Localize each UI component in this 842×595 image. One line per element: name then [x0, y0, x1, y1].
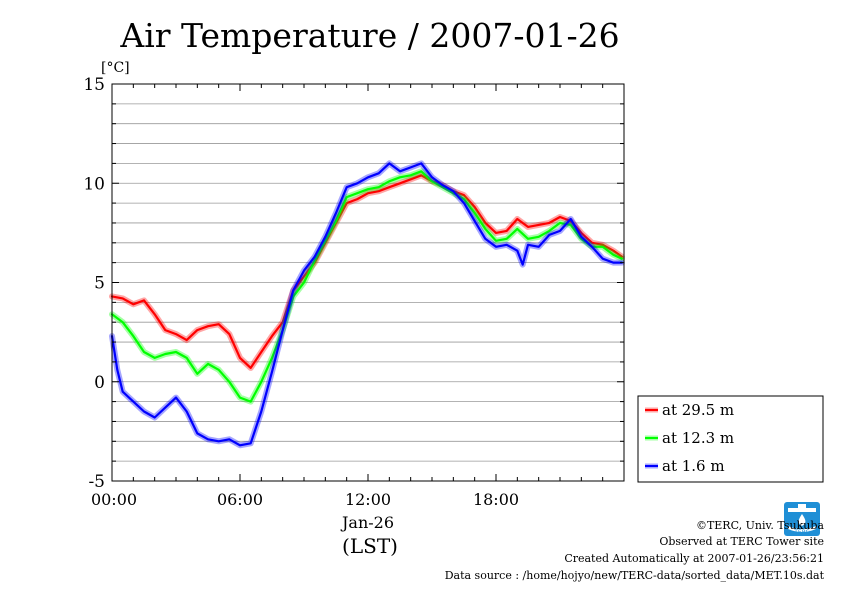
series-line: [110, 170, 624, 403]
y-tick-label: 10: [83, 174, 105, 194]
x-axis-timezone-label: (LST): [342, 534, 398, 558]
y-tick-label: 0: [94, 373, 105, 393]
x-tick-label: 18:00: [473, 490, 519, 509]
series-line: [110, 162, 624, 447]
logo-text: TERC: [793, 529, 810, 536]
y-tick-label: 15: [83, 75, 105, 95]
observed-site-credit: Observed at TERC Tower site: [659, 535, 824, 548]
legend: at 29.5 m at 12.3 m at 1.6 m: [637, 395, 824, 483]
legend-frame: [637, 395, 824, 483]
legend-label: at 1.6 m: [662, 457, 725, 475]
series-line-halo: [109, 168, 625, 405]
series-line: [110, 174, 624, 369]
x-axis-date-label: Jan-26: [340, 513, 394, 532]
legend-label: at 29.5 m: [662, 401, 734, 419]
legend-label: at 12.3 m: [662, 429, 734, 447]
y-axis-unit-label: [°C]: [101, 60, 130, 76]
created-timestamp: Created Automatically at 2007-01-26/23:5…: [564, 552, 824, 565]
x-tick-label: 00:00: [91, 490, 137, 509]
x-tick-label: 06:00: [217, 490, 263, 509]
x-tick-label: 12:00: [345, 490, 391, 509]
axis-ticks: -5 0 5 10 15 00:00 06:00 12:00 18:00: [83, 75, 624, 509]
copyright-credit: ©TERC, Univ. Tsukuba: [695, 519, 824, 532]
y-tick-label: -5: [88, 472, 105, 492]
data-source-path: Data source : /home/hojyo/new/TERC-data/…: [444, 569, 824, 582]
y-tick-label: 5: [94, 274, 105, 294]
chart-title: Air Temperature / 2007-01-26: [119, 16, 619, 55]
grid-lines: [112, 103, 624, 462]
series-line-halo: [109, 160, 625, 449]
series-lines: [109, 160, 625, 449]
terc-logo: TERC: [784, 502, 820, 536]
